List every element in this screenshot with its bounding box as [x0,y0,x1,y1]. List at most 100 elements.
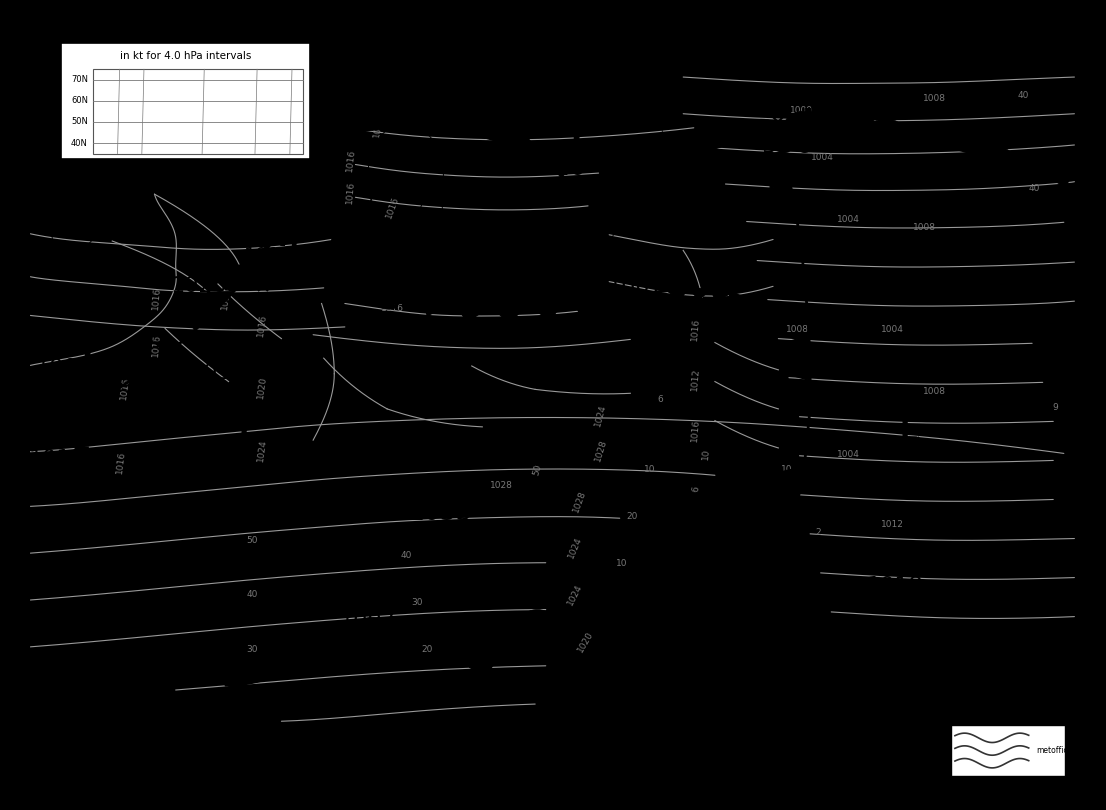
Wedge shape [623,147,660,164]
Text: 1033: 1033 [408,501,472,525]
Polygon shape [377,696,399,709]
Text: 1024: 1024 [566,535,584,561]
Wedge shape [499,133,532,156]
Text: 10: 10 [781,465,793,475]
Text: 40N: 40N [71,139,87,147]
Wedge shape [331,119,367,139]
Text: 80: 80 [104,160,116,170]
Polygon shape [12,434,32,446]
Polygon shape [332,245,354,257]
Wedge shape [236,696,269,711]
Text: 1016: 1016 [115,450,126,474]
Text: 1016: 1016 [345,148,357,173]
Polygon shape [439,691,459,704]
Text: 1011: 1011 [244,245,293,265]
Wedge shape [665,141,701,160]
Text: 1012: 1012 [690,368,701,391]
Wedge shape [362,279,386,300]
Text: 40: 40 [167,32,179,42]
Text: 1018: 1018 [866,576,924,596]
Text: 1016: 1016 [257,313,269,338]
Polygon shape [292,657,312,668]
Text: 1016: 1016 [220,286,232,310]
Wedge shape [413,629,446,644]
Text: 9: 9 [1053,403,1058,411]
Polygon shape [273,666,292,677]
Wedge shape [509,616,538,637]
Polygon shape [611,296,630,307]
Text: L: L [570,136,589,165]
Polygon shape [789,401,811,413]
Polygon shape [317,641,338,650]
Wedge shape [686,136,722,156]
Polygon shape [408,696,430,708]
Polygon shape [230,264,257,277]
Polygon shape [775,210,797,223]
Text: H: H [447,480,472,509]
Polygon shape [786,304,808,316]
Polygon shape [458,681,481,693]
Text: 1024: 1024 [257,438,269,463]
Polygon shape [499,313,519,323]
Wedge shape [401,113,439,128]
Text: L: L [239,428,257,456]
Text: L: L [228,342,246,370]
Polygon shape [154,342,180,355]
Polygon shape [783,272,805,284]
Polygon shape [10,442,30,454]
Text: 1012: 1012 [198,449,254,469]
Wedge shape [393,627,426,644]
Polygon shape [181,318,208,330]
Wedge shape [344,262,368,284]
Wedge shape [560,151,597,165]
Text: 1004: 1004 [881,325,904,334]
Polygon shape [469,664,492,676]
Wedge shape [374,623,406,641]
Text: 1011: 1011 [438,258,494,278]
Wedge shape [332,228,353,256]
Polygon shape [207,292,233,304]
Text: 20: 20 [627,512,638,521]
Wedge shape [371,285,395,307]
Polygon shape [782,467,804,479]
Wedge shape [281,696,314,713]
Text: 6: 6 [691,485,700,492]
Wedge shape [743,119,779,141]
Text: 30: 30 [246,645,258,654]
Text: L: L [482,237,500,264]
Polygon shape [310,646,331,657]
Polygon shape [789,368,810,381]
Polygon shape [425,304,445,316]
Wedge shape [349,266,373,288]
Text: 999: 999 [860,439,904,458]
Polygon shape [62,404,87,418]
Text: 1011: 1011 [189,363,247,383]
Text: L: L [355,237,373,264]
Text: 1016: 1016 [690,318,701,341]
Wedge shape [451,119,488,139]
Text: L: L [320,115,338,144]
Text: 1000: 1000 [859,122,883,130]
Polygon shape [250,236,275,249]
Polygon shape [763,150,785,163]
Polygon shape [392,293,410,305]
Polygon shape [238,674,258,685]
Wedge shape [521,610,547,632]
Wedge shape [346,265,371,286]
Polygon shape [465,674,489,685]
Wedge shape [322,193,343,220]
Text: 1008: 1008 [35,357,92,377]
Wedge shape [315,159,336,186]
Bar [951,725,1065,776]
Text: 1008: 1008 [786,325,808,334]
Polygon shape [332,626,354,636]
Polygon shape [424,694,446,707]
Wedge shape [359,276,384,297]
Text: 50: 50 [246,535,258,544]
Text: 50: 50 [532,463,543,476]
Text: 70N: 70N [71,75,87,84]
Wedge shape [951,138,987,159]
Text: 1010: 1010 [522,156,586,180]
Text: 1012: 1012 [881,520,904,529]
Text: 10: 10 [701,448,711,460]
